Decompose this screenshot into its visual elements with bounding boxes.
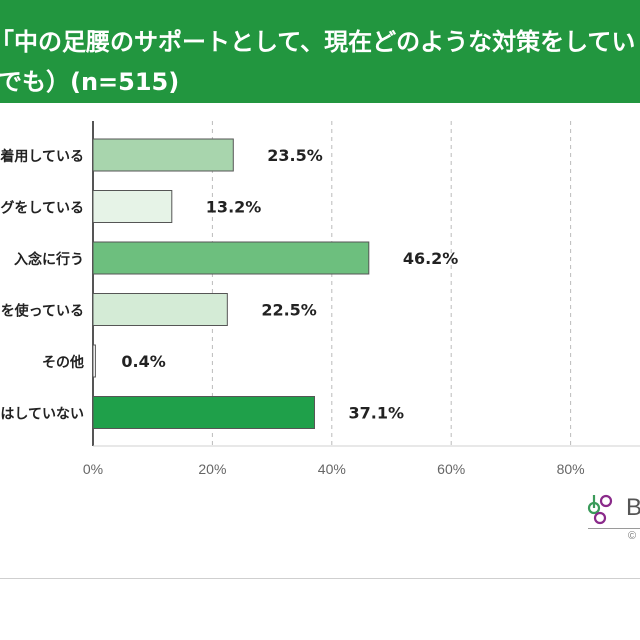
bar [92, 293, 228, 326]
category-label: 着用している [0, 148, 84, 165]
value-label: 23.5% [267, 146, 323, 165]
value-label: 37.1% [348, 404, 404, 423]
x-tick-label: 0% [83, 461, 103, 477]
x-tick-label: 60% [437, 461, 465, 477]
footer-divider [0, 578, 640, 579]
category-label: その他 [42, 354, 84, 371]
value-label: 0.4% [121, 352, 165, 371]
bar [92, 138, 234, 172]
chart-title-line-1: 「中の足腰のサポートとして、現在どのような対策をしてい [0, 28, 636, 56]
category-label: グをしている [0, 200, 84, 217]
bar [92, 241, 370, 275]
bar [92, 344, 96, 378]
bar [92, 190, 173, 223]
category-label: を使っている [1, 303, 84, 320]
value-label: 46.2% [403, 249, 459, 268]
logo-letter: B [626, 494, 640, 521]
bar-chart: 0% 20% 40% 60% 80% 着用している 23.5% グをしている 13.2% 入念に行… [0, 121, 640, 477]
x-tick-label: 40% [318, 461, 346, 477]
title-band: 「中の足腰のサポートとして、現在どのような対策をしてい でも）(n=515) [0, 0, 640, 103]
chart-title-line-2: でも）(n=515) [0, 68, 180, 96]
x-tick-label: 80% [557, 461, 585, 477]
company-logo-icon [587, 494, 613, 525]
x-tick-label: 20% [198, 461, 226, 477]
logo-divider [588, 528, 640, 529]
category-label: はしていない [0, 407, 84, 423]
value-label: 13.2% [206, 198, 262, 217]
value-label: 22.5% [261, 301, 317, 320]
copyright-symbol: © [628, 530, 637, 542]
bar [92, 396, 315, 429]
category-label: 入念に行う [14, 251, 84, 268]
